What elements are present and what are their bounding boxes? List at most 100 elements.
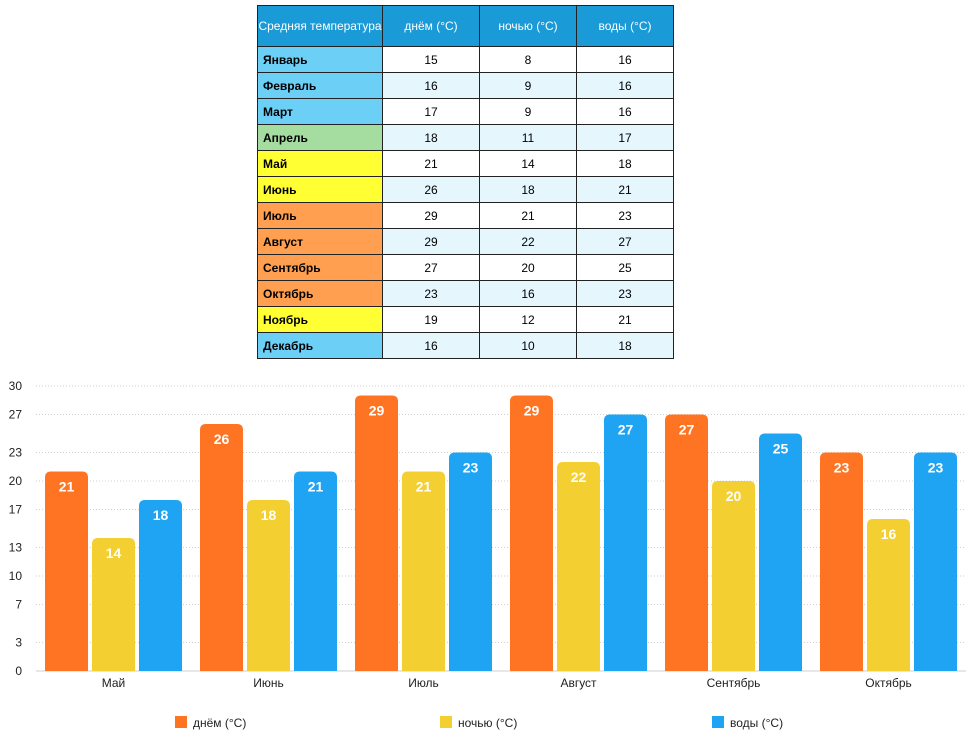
bar-value-label: 21 — [308, 479, 324, 495]
bar — [355, 395, 398, 671]
month-cell: Июль — [257, 202, 383, 229]
bar-value-label: 16 — [881, 526, 897, 542]
table-row: Май 21 14 18 — [257, 150, 674, 177]
night-temp-cell: 11 — [479, 124, 577, 151]
night-temp-cell: 18 — [479, 176, 577, 203]
bar — [665, 414, 708, 671]
water-temp-cell: 16 — [576, 72, 674, 99]
x-tick-label: Май — [102, 676, 126, 690]
bar — [820, 452, 863, 671]
day-temp-cell: 29 — [382, 228, 480, 255]
month-cell: Ноябрь — [257, 306, 383, 333]
month-cell: Сентябрь — [257, 254, 383, 281]
day-temp-cell: 16 — [382, 72, 480, 99]
bar — [449, 452, 492, 671]
water-temp-cell: 23 — [576, 280, 674, 307]
legend-swatch — [440, 716, 452, 728]
table-row: Февраль 16 9 16 — [257, 72, 674, 99]
day-temp-cell: 27 — [382, 254, 480, 281]
table-row: Июль 29 21 23 — [257, 202, 674, 229]
night-temp-cell: 9 — [479, 72, 577, 99]
water-temp-cell: 23 — [576, 202, 674, 229]
bar — [139, 500, 182, 671]
water-temp-cell: 18 — [576, 332, 674, 359]
y-tick-label: 13 — [9, 541, 23, 555]
y-tick-label: 10 — [9, 569, 23, 583]
bar-value-label: 23 — [834, 460, 850, 476]
x-tick-label: Сентябрь — [707, 676, 761, 690]
day-temp-cell: 21 — [382, 150, 480, 177]
night-temp-cell: 16 — [479, 280, 577, 307]
bar-value-label: 20 — [726, 488, 742, 504]
table-row: Ноябрь 19 12 21 — [257, 306, 674, 333]
bar-value-label: 25 — [773, 441, 789, 457]
temperature-bar-chart: 0 3 7 10 13 17 20 23 27 30 21 14 18 Май 26 18 21 Июнь 29 21… — [9, 379, 966, 730]
bar — [867, 519, 910, 671]
table-row: Апрель 18 11 17 — [257, 124, 674, 151]
day-temp-cell: 23 — [382, 280, 480, 307]
month-cell: Декабрь — [257, 332, 383, 359]
night-temp-cell: 14 — [479, 150, 577, 177]
night-temp-cell: 8 — [479, 46, 577, 73]
header-night: ночью (°C) — [479, 5, 577, 47]
y-tick-label: 30 — [9, 379, 23, 393]
month-cell: Февраль — [257, 72, 383, 99]
water-temp-cell: 25 — [576, 254, 674, 281]
night-temp-cell: 9 — [479, 98, 577, 125]
month-cell: Июнь — [257, 176, 383, 203]
bar-value-label: 21 — [59, 479, 75, 495]
bar — [45, 471, 88, 671]
bar — [294, 471, 337, 671]
legend-label: ночью (°C) — [458, 716, 517, 730]
bar-value-label: 29 — [369, 403, 385, 419]
y-tick-label: 7 — [15, 598, 22, 612]
bar-value-label: 18 — [153, 507, 169, 523]
month-cell: Октябрь — [257, 280, 383, 307]
bar-value-label: 29 — [524, 403, 540, 419]
x-tick-label: Август — [560, 676, 597, 690]
table-row: Август 29 22 27 — [257, 228, 674, 255]
bar — [510, 395, 553, 671]
temperature-table: Средняя температура днём (°C) ночью (°C)… — [257, 5, 674, 359]
table-header-row: Средняя температура днём (°C) ночью (°C)… — [257, 5, 674, 47]
table-row: Сентябрь 27 20 25 — [257, 254, 674, 281]
table-row: Март 17 9 16 — [257, 98, 674, 125]
bar-value-label: 22 — [571, 469, 587, 485]
bar-value-label: 23 — [463, 460, 479, 476]
day-temp-cell: 29 — [382, 202, 480, 229]
bar-value-label: 18 — [261, 507, 277, 523]
month-cell: Март — [257, 98, 383, 125]
bar — [712, 481, 755, 671]
bar-value-label: 26 — [214, 431, 230, 447]
y-tick-label: 20 — [9, 474, 23, 488]
y-tick-label: 3 — [15, 636, 22, 650]
x-tick-label: Октябрь — [865, 676, 912, 690]
bar — [92, 538, 135, 671]
y-tick-label: 27 — [9, 408, 23, 422]
night-temp-cell: 21 — [479, 202, 577, 229]
table-row: Декабрь 16 10 18 — [257, 332, 674, 359]
water-temp-cell: 21 — [576, 306, 674, 333]
night-temp-cell: 20 — [479, 254, 577, 281]
bar — [557, 462, 600, 671]
bar-value-label: 27 — [618, 422, 634, 438]
night-temp-cell: 12 — [479, 306, 577, 333]
month-cell: Май — [257, 150, 383, 177]
night-temp-cell: 22 — [479, 228, 577, 255]
bar — [200, 424, 243, 671]
legend-label: воды (°C) — [730, 716, 783, 730]
y-tick-label: 23 — [9, 446, 23, 460]
bar — [247, 500, 290, 671]
day-temp-cell: 17 — [382, 98, 480, 125]
bar-value-label: 14 — [106, 545, 122, 561]
header-water: воды (°C) — [576, 5, 674, 47]
water-temp-cell: 16 — [576, 46, 674, 73]
day-temp-cell: 26 — [382, 176, 480, 203]
table-row: Январь 15 8 16 — [257, 46, 674, 73]
legend-swatch — [175, 716, 187, 728]
month-cell: Апрель — [257, 124, 383, 151]
bar-value-label: 21 — [416, 479, 432, 495]
day-temp-cell: 18 — [382, 124, 480, 151]
day-temp-cell: 15 — [382, 46, 480, 73]
day-temp-cell: 16 — [382, 332, 480, 359]
